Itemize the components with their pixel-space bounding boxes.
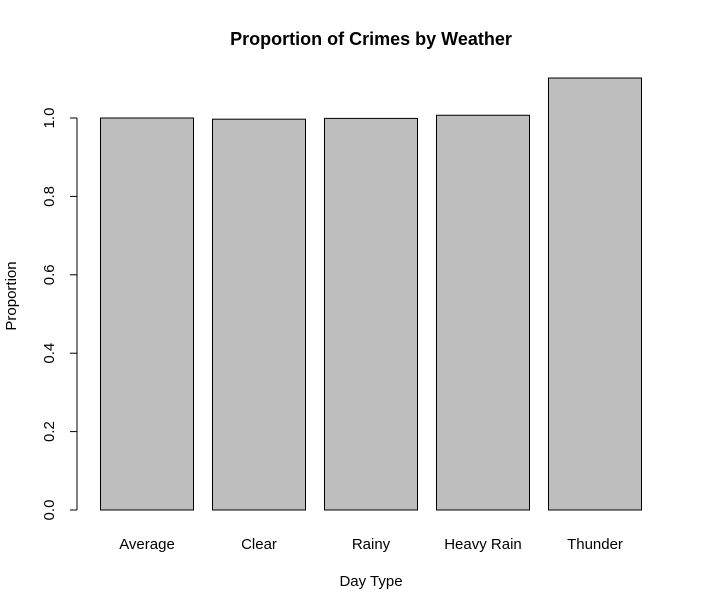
- y-tick-label: 1.0: [41, 108, 58, 129]
- bar: [100, 117, 194, 511]
- x-tick-label: Clear: [241, 536, 277, 553]
- y-tick-label: 0.0: [41, 500, 58, 521]
- y-axis-label: Proportion: [3, 261, 20, 330]
- bar: [324, 117, 418, 511]
- y-tick-label: 0.4: [41, 343, 58, 364]
- x-tick-label: Thunder: [567, 536, 623, 553]
- bar: [548, 77, 642, 511]
- bar: [436, 114, 530, 511]
- x-axis-label: Day Type: [339, 573, 402, 590]
- y-tick-label: 0.8: [41, 186, 58, 207]
- x-tick-label: Heavy Rain: [444, 536, 522, 553]
- x-tick-label: Average: [119, 536, 175, 553]
- x-tick-label: Rainy: [352, 536, 391, 553]
- chart-title: Proportion of Crimes by Weather: [230, 29, 512, 49]
- bar: [212, 118, 306, 511]
- y-tick-label: 0.6: [41, 264, 58, 285]
- y-tick-label: 0.2: [41, 421, 58, 442]
